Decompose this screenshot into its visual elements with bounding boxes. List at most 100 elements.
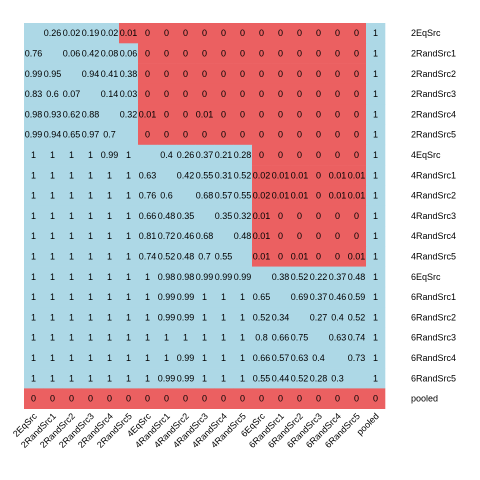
cell-value-label: 1: [126, 292, 131, 302]
cell-value-label: 1: [50, 251, 55, 261]
cell-value-label: 1: [145, 353, 150, 363]
heatmap-cell: [24, 286, 44, 308]
heatmap-cell: [195, 104, 215, 125]
cell-value-label: 0: [88, 394, 93, 404]
cell-value-label: 0.01: [253, 211, 271, 221]
heatmap-cell: [366, 266, 386, 288]
cell-value-label: 1: [126, 373, 131, 383]
heatmap-cell: [366, 205, 386, 227]
heatmap-cell: [309, 165, 329, 186]
heatmap-cell: [24, 347, 44, 369]
cell-value-label: 0: [316, 231, 321, 241]
cell-value-label: 1: [240, 333, 245, 343]
cell-value-label: 1: [126, 170, 131, 180]
heatmap-cell: [271, 83, 291, 105]
cell-value-label: 0.7: [103, 130, 116, 140]
cell-value-label: 0.76: [25, 48, 43, 58]
cell-value-label: 0: [316, 130, 321, 140]
heatmap-cell: [328, 185, 348, 206]
cell-value-label: 1: [126, 353, 131, 363]
cell-value-label: 0: [145, 89, 150, 99]
heatmap-cell: [347, 246, 367, 267]
row-label: 4RandSrc1: [411, 170, 456, 180]
cell-value-label: 1: [373, 48, 378, 58]
cell-value-label: 0: [278, 109, 283, 119]
cell-value-label: 0.01: [291, 170, 309, 180]
cell-value-label: 1: [240, 292, 245, 302]
heatmap-cell: [290, 144, 310, 166]
cell-value-label: 0.55: [215, 251, 233, 261]
cell-value-label: 1: [50, 231, 55, 241]
heatmap-cell: [138, 388, 158, 409]
heatmap-cell: [81, 388, 101, 409]
cell-value-label: 0: [335, 211, 340, 221]
cell-value-label: 0.46: [329, 292, 347, 302]
heatmap-cell: [81, 104, 101, 125]
cell-value-label: 0: [183, 28, 188, 38]
cell-value-label: 0.14: [101, 89, 119, 99]
cell-value-label: 1: [31, 150, 36, 160]
heatmap-cell: [176, 388, 196, 409]
heatmap-cell: [347, 124, 367, 146]
cell-value-label: 1: [88, 170, 93, 180]
heatmap-cell: [214, 327, 234, 349]
heatmap-cell: [157, 307, 177, 328]
cell-value-label: 1: [240, 353, 245, 363]
heatmap-cell: [233, 286, 253, 308]
heatmap-cell: [176, 185, 196, 206]
heatmap-cell: [157, 347, 177, 369]
heatmap-cell: [233, 23, 253, 44]
heatmap-cell: [195, 347, 215, 369]
cell-value-label: 0.99: [177, 292, 195, 302]
cell-value-label: 1: [373, 272, 378, 282]
cell-value-label: 0.99: [25, 69, 43, 79]
cell-value-label: 1: [50, 353, 55, 363]
heatmap-cell: [176, 347, 196, 369]
heatmap-cell: [328, 388, 348, 409]
heatmap-cell: [157, 23, 177, 44]
heatmap-cell: [252, 165, 272, 186]
cell-value-label: 0: [297, 211, 302, 221]
cell-value-label: 0.42: [177, 170, 195, 180]
heatmap-cell: [138, 185, 158, 206]
heatmap-cell: [290, 63, 310, 85]
cell-value-label: 0.63: [329, 333, 347, 343]
heatmap-cell: [252, 327, 272, 349]
cell-value-label: 0.8: [255, 333, 268, 343]
cell-value-label: 0: [164, 109, 169, 119]
cell-value-label: 0: [202, 69, 207, 79]
cell-value-label: 0: [221, 394, 226, 404]
cell-value-label: 1: [373, 333, 378, 343]
cell-value-label: 1: [88, 150, 93, 160]
heatmap-cell: [43, 246, 63, 267]
cell-value-label: 0.01: [253, 231, 271, 241]
heatmap-cell: [252, 307, 272, 328]
heatmap-cell: [233, 205, 253, 227]
heatmap-cell: [119, 266, 139, 288]
cell-value-label: 0.81: [139, 231, 157, 241]
heatmap-cell: [157, 185, 177, 206]
heatmap-cell: [366, 388, 386, 409]
cell-value-label: 0: [164, 28, 169, 38]
heatmap-cell: [195, 388, 215, 409]
heatmap-cell: [290, 124, 310, 146]
cell-value-label: 0: [316, 28, 321, 38]
heatmap-cell: [100, 368, 120, 389]
cell-value-label: 0: [183, 109, 188, 119]
heatmap-cell: [290, 307, 310, 328]
cell-value-label: 0.99: [177, 373, 195, 383]
cell-value-label: 0.99: [158, 292, 176, 302]
heatmap-cell: [366, 144, 386, 166]
cell-value-label: 0: [240, 48, 245, 58]
cell-value-label: 0: [316, 170, 321, 180]
heatmap-cell: [214, 246, 234, 267]
heatmap-cell: [176, 23, 196, 44]
cell-value-label: 0: [278, 28, 283, 38]
cell-value-label: 1: [126, 251, 131, 261]
cell-value-label: 1: [69, 353, 74, 363]
heatmap-cell: [43, 23, 63, 44]
heatmap-cell: [252, 23, 272, 44]
heatmap-cell: [100, 104, 120, 125]
heatmap-cell: [157, 266, 177, 288]
cell-value-label: 0.35: [177, 211, 195, 221]
